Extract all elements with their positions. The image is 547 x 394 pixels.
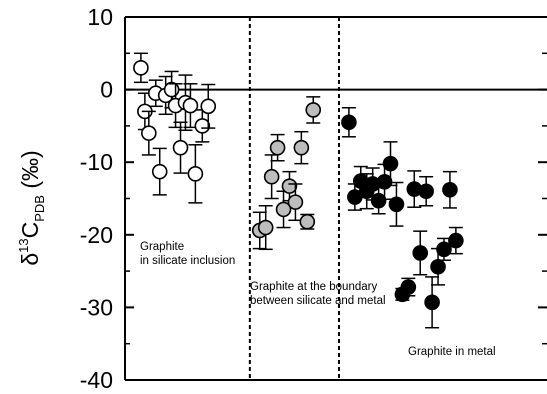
data-point [305, 102, 322, 118]
data-point [382, 155, 399, 172]
y-tick-label: 0 [100, 77, 113, 103]
y-tick-label: -20 [80, 222, 113, 248]
data-point [269, 139, 286, 156]
y-axis-label: δ13CPDB (‰) [16, 150, 47, 265]
data-point [436, 241, 452, 258]
data-point [370, 192, 387, 209]
data-point [200, 98, 217, 115]
data-point [163, 81, 180, 98]
y-axis-label-part: C [17, 222, 43, 239]
data-point [263, 168, 280, 185]
data-point [287, 194, 304, 210]
group-annotations: Graphite in silicate inclusion Graphite at… [140, 241, 496, 358]
data-point [151, 163, 168, 180]
group-dividers [248, 17, 340, 380]
data-point [299, 213, 316, 230]
data-point [187, 166, 204, 182]
data-point [412, 245, 429, 261]
group-annotation: Graphite in metal [408, 346, 496, 358]
group-annotation: Graphite at the boundary between silicate… [250, 281, 386, 307]
y-tick-label: -40 [80, 367, 113, 393]
y-tick-label: -10 [80, 149, 113, 175]
y-axis-label-part: PDB [32, 195, 47, 222]
data-point [448, 232, 464, 249]
data-point [172, 139, 189, 156]
y-axis-label-part: 13 [16, 238, 31, 252]
group-annotation-line: Graphite in metal [408, 346, 496, 358]
group-annotation-line: in silicate inclusion [140, 255, 235, 267]
data-point [133, 60, 149, 76]
data-point [442, 181, 458, 198]
y-axis-label-part: δ [17, 253, 43, 266]
data-point [141, 125, 157, 141]
data-point [430, 258, 446, 275]
y-axis-label-part: (‰) [17, 150, 43, 195]
group-annotation-line: Graphite [140, 241, 184, 253]
group-annotation: Graphite in silicate inclusion [140, 241, 235, 267]
group-annotation-line: between silicate and metal [250, 295, 386, 307]
axes: 10 0 -10 -20 -30 -40 [80, 4, 547, 393]
data-point [275, 201, 292, 218]
y-tick-label: 10 [87, 4, 113, 30]
data-point [341, 114, 357, 131]
data-point [182, 97, 199, 114]
data-point [257, 219, 274, 236]
data-point [293, 139, 310, 156]
data-point [194, 118, 211, 134]
group-annotation-line: Graphite at the boundary [250, 281, 377, 293]
data-point [418, 183, 434, 200]
data-points [133, 52, 464, 329]
y-tick-label: -30 [80, 294, 113, 320]
data-point [424, 294, 440, 311]
data-point [388, 196, 405, 213]
data-point [400, 279, 417, 295]
data-point [281, 178, 298, 194]
